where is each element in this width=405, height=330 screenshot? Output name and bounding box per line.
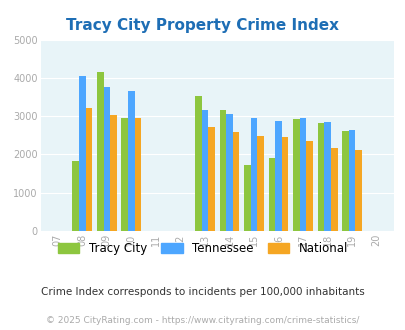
Bar [243,165,250,231]
Bar [317,123,324,231]
Bar [72,161,79,231]
Bar [275,121,281,231]
Bar [128,91,134,231]
Bar [134,118,141,231]
Bar [281,137,288,231]
Bar [79,76,85,231]
Bar [257,136,263,231]
Legend: Tracy City, Tennessee, National: Tracy City, Tennessee, National [53,237,352,260]
Bar [232,132,239,231]
Bar [201,110,208,231]
Text: Crime Index corresponds to incidents per 100,000 inhabitants: Crime Index corresponds to incidents per… [41,287,364,297]
Bar [292,119,299,231]
Bar [268,157,275,231]
Bar [341,131,348,231]
Bar [219,110,226,231]
Text: © 2025 CityRating.com - https://www.cityrating.com/crime-statistics/: © 2025 CityRating.com - https://www.city… [46,315,359,325]
Text: Tracy City Property Crime Index: Tracy City Property Crime Index [66,18,339,33]
Bar [85,108,92,231]
Bar [250,118,257,231]
Bar [306,142,312,231]
Bar [324,122,330,231]
Bar [354,150,361,231]
Bar [121,118,128,231]
Bar [208,127,214,231]
Bar [97,72,103,231]
Bar [226,114,232,231]
Bar [330,148,337,231]
Bar [103,87,110,231]
Bar [299,118,306,231]
Bar [110,115,117,231]
Bar [194,96,201,231]
Bar [348,130,354,231]
